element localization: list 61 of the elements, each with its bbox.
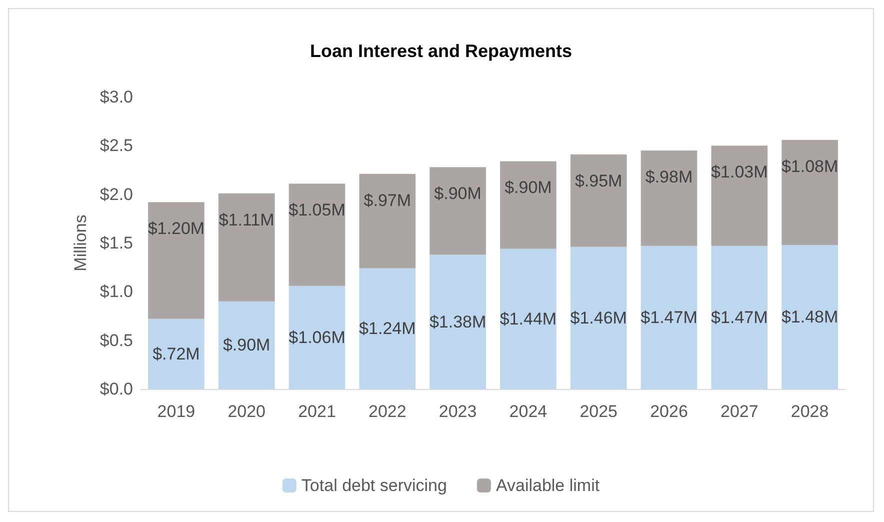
data-label: $1.47M	[640, 308, 698, 327]
data-label: $1.44M	[500, 309, 557, 328]
data-label: $1.11M	[218, 210, 274, 230]
bar	[711, 146, 768, 246]
data-label: $1.05M	[288, 200, 346, 220]
bar	[711, 246, 768, 389]
data-label: $.97M	[364, 190, 412, 210]
bar	[640, 246, 698, 389]
x-tick-label: 2021	[298, 402, 336, 421]
x-tick-label: 2028	[790, 402, 829, 421]
chart-title: Loan Interest and Repayments	[310, 41, 572, 61]
bar	[500, 161, 556, 249]
data-label: $.98M	[645, 168, 693, 187]
x-tick-label: 2027	[720, 402, 758, 421]
y-tick-label: $1.5	[100, 234, 133, 252]
bar	[218, 301, 275, 389]
bar	[430, 167, 486, 255]
data-label: $.90M	[434, 184, 482, 204]
x-tick-label: 2022	[368, 402, 406, 421]
y-tick-label: $0.0	[100, 380, 133, 398]
y-tick-label: $0.5	[100, 330, 133, 350]
bar	[570, 154, 627, 247]
bar	[500, 248, 556, 389]
data-label: $1.47M	[711, 308, 768, 327]
x-tick-label: 2020	[228, 402, 266, 421]
data-label: $1.48M	[781, 307, 838, 326]
data-label: $1.20M	[148, 219, 205, 238]
bar	[570, 246, 627, 389]
data-label: $1.06M	[288, 328, 346, 347]
y-tick-label: $1.0	[100, 282, 133, 302]
x-tick-label: 2026	[650, 402, 688, 421]
y-tick-label: $3.0	[100, 88, 133, 106]
legend-label: Available limit	[496, 476, 600, 495]
bar	[359, 268, 416, 389]
bar	[148, 202, 204, 319]
data-label: $1.38M	[429, 312, 486, 332]
bar	[782, 140, 838, 245]
x-tick-label: 2023	[438, 402, 477, 421]
bar	[640, 150, 698, 246]
x-tick-label: 2024	[509, 402, 548, 421]
x-tick-label: 2025	[580, 402, 618, 421]
bar	[288, 286, 346, 389]
x-tick-label: 2019	[157, 402, 196, 421]
bar	[359, 174, 416, 268]
data-label: $1.46M	[570, 308, 627, 328]
bar	[148, 318, 204, 389]
bar	[218, 193, 275, 302]
data-label: $.90M	[504, 178, 552, 198]
data-label: $.90M	[222, 336, 270, 355]
bar	[430, 254, 486, 389]
y-tick-label: $2.0	[100, 184, 133, 204]
data-label: $.72M	[152, 344, 200, 364]
data-label: $1.08M	[781, 156, 838, 176]
y-tick-label: $2.5	[100, 136, 133, 156]
bar	[288, 184, 346, 286]
bar	[782, 244, 838, 389]
data-label: $1.24M	[359, 319, 416, 338]
data-label: $.95M	[574, 171, 622, 190]
y-axis-title: Millions	[71, 214, 90, 272]
legend-label: Total debt servicing	[301, 476, 447, 495]
data-label: $1.03M	[711, 162, 768, 182]
